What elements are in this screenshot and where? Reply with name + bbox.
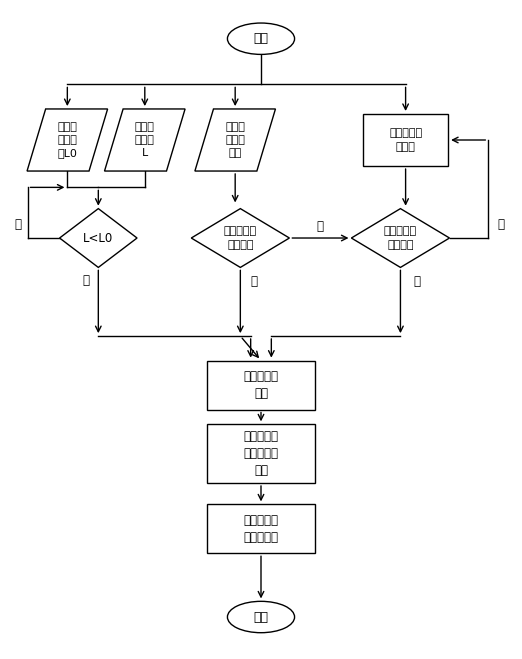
- Text: 是: 是: [82, 274, 89, 287]
- Text: 车辆车速人
于设定值: 车辆车速人 于设定值: [384, 227, 417, 250]
- Bar: [207, 504, 315, 554]
- Text: 电子驻车开
关拉起: 电子驻车开 关拉起: [389, 129, 422, 152]
- Text: 车身控制器
点亮制动灯: 车身控制器 点亮制动灯: [243, 514, 279, 544]
- Bar: [207, 424, 315, 483]
- Text: 下坡速度小
于设定值: 下坡速度小 于设定值: [224, 227, 257, 250]
- Text: L<L0: L<L0: [83, 231, 113, 244]
- Text: 雷达监
测距离
L: 雷达监 测距离 L: [135, 122, 155, 158]
- Text: 开始: 开始: [254, 32, 268, 45]
- Polygon shape: [351, 209, 449, 268]
- Polygon shape: [104, 109, 185, 171]
- Text: 否: 否: [317, 219, 324, 233]
- Ellipse shape: [228, 23, 294, 55]
- Bar: [207, 360, 315, 409]
- Text: 驾驶员未踩
刹车: 驾驶员未踩 刹车: [243, 370, 279, 400]
- Text: 否: 否: [15, 218, 22, 231]
- Text: 制动控制器
请求点亮制
动灯: 制动控制器 请求点亮制 动灯: [243, 430, 279, 477]
- Text: 是: 是: [251, 275, 258, 288]
- Text: 是: 是: [413, 275, 420, 288]
- Text: 下坡辅
助开关
激活: 下坡辅 助开关 激活: [225, 122, 245, 158]
- Polygon shape: [60, 209, 137, 268]
- Polygon shape: [191, 209, 289, 268]
- Text: 否: 否: [497, 218, 505, 231]
- Bar: [363, 114, 448, 166]
- Polygon shape: [195, 109, 276, 171]
- Text: 结束: 结束: [254, 610, 268, 623]
- Polygon shape: [27, 109, 108, 171]
- Text: 设定的
安全距
离L0: 设定的 安全距 离L0: [57, 122, 77, 158]
- Ellipse shape: [228, 601, 294, 633]
